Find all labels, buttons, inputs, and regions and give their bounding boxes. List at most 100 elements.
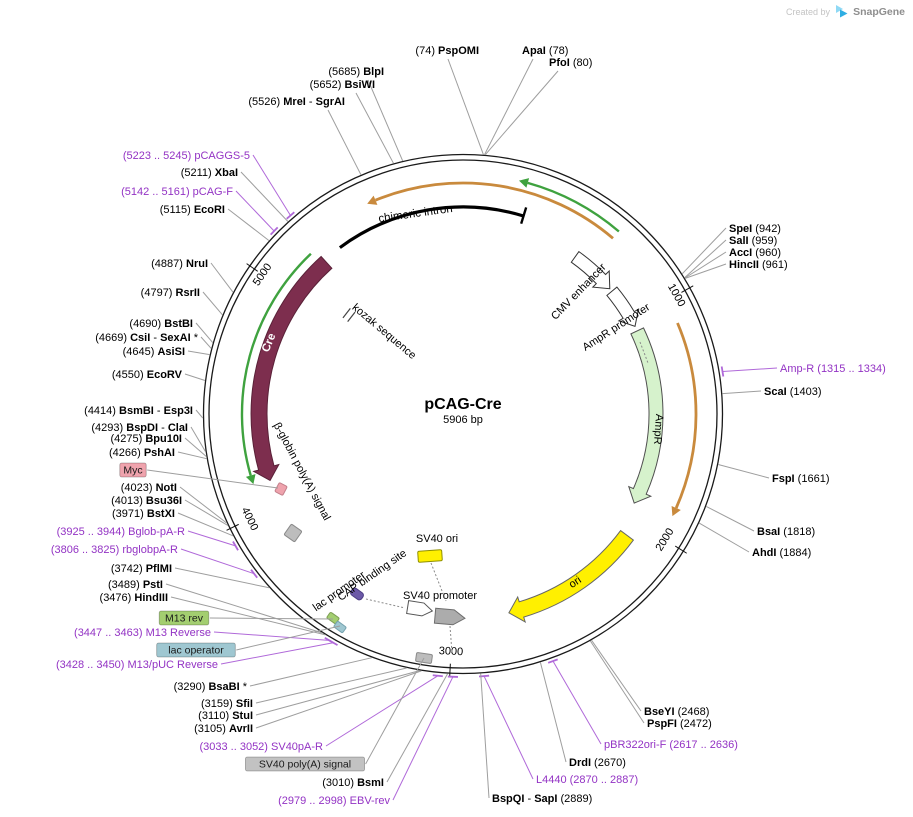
orf-frame-green-top[interactable] [527,181,620,233]
site-label-SpeI[interactable]: SpeI (942) [729,223,781,235]
site-label-PstI[interactable]: (3489) PstI [108,579,163,591]
beta-globin-polya-signal[interactable] [284,524,302,542]
site-label-NotI[interactable]: (4023) NotI [121,482,177,494]
leader-line-PspOMI [447,58,484,155]
lac-operator-glyph[interactable] [333,621,347,633]
site-label-PfoI[interactable]: PfoI (80) [549,57,592,69]
site-label-SV40pA-R[interactable]: (3033 .. 3052) SV40pA-R [199,741,323,753]
site-label-CsiI-SexAI[interactable]: (4669) CsiI - SexAI * [95,332,198,344]
leader-line-PstI [165,583,323,634]
site-label-M13-pUC-Reverse[interactable]: (3428 .. 3450) M13/pUC Reverse [56,659,218,671]
site-label-BstBI[interactable]: (4690) BstBI [129,318,193,330]
site-label-NruI[interactable]: (4887) NruI [151,258,208,270]
site-label-AccI[interactable]: AccI (960) [729,247,781,259]
cre[interactable] [250,255,333,482]
sv40-promoter[interactable] [433,607,466,626]
leader-line-XbaI [240,171,289,222]
site-label-BsmI[interactable]: (3010) BsmI [322,777,384,789]
site-label-PspOMI[interactable]: (74) PspOMI [415,45,479,57]
sv40-ori-label: SV40 ori [416,533,458,545]
dotted-connector-0 [365,598,406,609]
kozak-sequence-label: kozak sequence [350,302,419,362]
site-label-FspI[interactable]: FspI (1661) [772,473,829,485]
site-label-AvrII[interactable]: (3105) AvrII [194,723,253,735]
site-label-Bglob-pA-R[interactable]: (3925 .. 3944) Bglob-pA-R [57,526,185,538]
sv40-polya-signal-label-box[interactable] [244,756,365,772]
position-tick-3000 [449,663,451,678]
site-label-SfiI[interactable]: (3159) SfiI [201,698,253,710]
site-label-PflMI[interactable]: (3742) PflMI [111,563,172,575]
plasmid-title: pCAG-Cre [424,396,502,413]
site-label-BsiWI[interactable]: (5652) BsiWI [310,79,375,91]
orf-frame-orange-top[interactable] [374,181,614,240]
site-label-EcoRV[interactable]: (4550) EcoRV [112,369,183,381]
ori[interactable] [508,529,635,623]
site-label-HindIII[interactable]: (3476) HindIII [100,592,168,604]
site-label-DrdI[interactable]: DrdI (2670) [569,757,626,769]
site-label-PspFI[interactable]: PspFI (2472) [647,718,712,730]
m13-rev-label-box[interactable] [158,610,210,626]
site-label-ApaI[interactable]: ApaI (78) [522,45,568,57]
site-label-pBR322ori-F[interactable]: pBR322ori-F (2617 .. 2636) [604,739,738,751]
site-label-BspQI-SapI[interactable]: BspQI - SapI (2889) [492,793,592,805]
site-label-BstXI[interactable]: (3971) BstXI [112,508,175,520]
leader-line-PspFI [589,640,645,724]
leader-line-M13-pUC-Reverse [220,642,334,665]
site-label-Amp-R[interactable]: Amp-R (1315 .. 1334) [780,363,886,375]
orf-frame-green-top-arrowhead [519,178,530,188]
cmv-enhancer[interactable] [570,250,611,290]
site-label-ScaI[interactable]: ScaI (1403) [764,386,822,398]
lac-promoter[interactable] [406,600,434,618]
site-label-BseYI[interactable]: BseYI (2468) [644,706,709,718]
site-label-BsaBI[interactable]: (3290) BsaBI * [174,681,248,693]
leader-line-Bglob-pA-R [187,530,236,547]
site-label-HincII[interactable]: HincII (961) [729,259,788,271]
cre-orf[interactable] [240,252,312,476]
site-label-PshAI[interactable]: (4266) PshAI [109,447,175,459]
myc-tag-label-box[interactable] [119,462,147,478]
primer-mark-pCAG-F [270,226,279,236]
leader-line-Bpu10I [184,437,207,457]
plasmid-backbone-outer [202,153,724,675]
leader-line-HindIII [170,596,326,636]
site-label-AsiSI[interactable]: (4645) AsiSI [123,346,185,358]
site-label-EBV-rev[interactable]: (2979 .. 2998) EBV-rev [278,795,390,807]
sv40-ori[interactable] [417,549,443,563]
leader-line-EBV-rev [392,676,454,801]
myc-tag-glyph[interactable] [274,482,288,496]
site-label-BlpI[interactable]: (5685) BlpI [328,66,384,78]
position-label-3000: 3000 [438,645,463,658]
site-label-StuI[interactable]: (3110) StuI [198,710,253,722]
primer-mark-Amp-R [720,366,725,377]
orf-frame-orange-right[interactable] [674,322,698,509]
leader-line-m13-rev [209,617,334,620]
primer-mark-pBR322ori-F [547,658,558,664]
myc-tag-label-text: Myc [123,465,142,477]
lac-operator-label-box[interactable] [156,642,236,658]
site-label-MreI-SgrAI[interactable]: (5526) MreI - SgrAI [248,96,345,108]
site-label-AhdI[interactable]: AhdI (1884) [752,547,811,559]
site-label-SalI[interactable]: SalI (959) [729,235,777,247]
leader-line-pCAGGS-5 [252,154,291,216]
site-label-Bpu10I[interactable]: (4275) Bpu10I [110,433,182,445]
site-label-BsmBI-Esp3I[interactable]: (4414) BsmBI - Esp3I [84,405,193,417]
site-label-BsaI[interactable]: BsaI (1818) [757,526,815,538]
site-label-EcoRI[interactable]: (5115) EcoRI [160,204,225,216]
cap-binding-site[interactable] [349,587,364,601]
leader-line-SpeI [681,227,727,275]
site-label-rbglobpA-R[interactable]: (3806 .. 3825) rbglobpA-R [51,544,178,556]
site-label-XbaI[interactable]: (5211) XbaI [181,167,238,179]
site-label-M13-Reverse[interactable]: (3447 .. 3463) M13 Reverse [74,627,211,639]
site-label-Bsu36I[interactable]: (4013) Bsu36I [111,495,182,507]
site-label-pCAG-F[interactable]: (5142 .. 5161) pCAG-F [121,186,233,198]
site-label-pCAGGS-5[interactable]: (5223 .. 5245) pCAGGS-5 [123,150,250,162]
site-label-RsrII[interactable]: (4797) RsrII [141,287,200,299]
snapgene-logo-icon [836,5,848,18]
ampr[interactable] [627,327,664,504]
site-label-BspDI-ClaI[interactable]: (4293) BspDI - ClaI [91,422,188,434]
chimeric-intron[interactable] [338,205,524,249]
ampr-promoter[interactable] [606,286,640,328]
leader-line-BspDI-ClaI [190,426,206,452]
position-label-4000: 4000 [239,505,261,532]
site-label-L4440[interactable]: L4440 (2870 .. 2887) [536,774,638,786]
